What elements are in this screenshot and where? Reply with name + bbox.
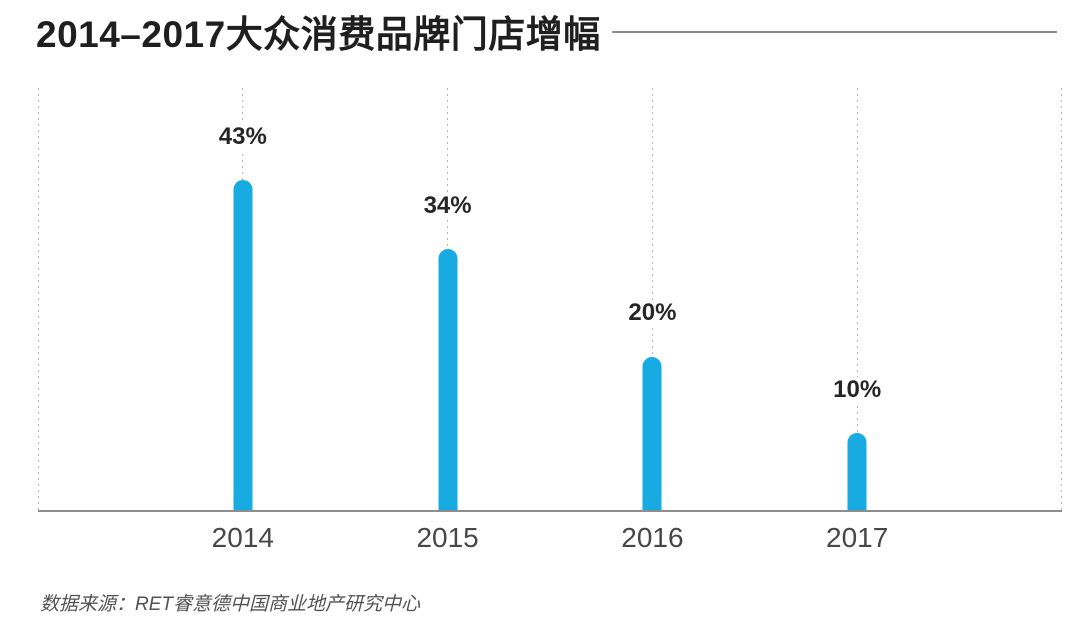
plot-left-edge-line bbox=[38, 88, 39, 510]
plot-area: 43% 34% 20% 10% bbox=[38, 88, 1062, 512]
bar-2017 bbox=[847, 433, 867, 510]
source-note: 数据来源：RET睿意德中国商业地产研究中心 bbox=[40, 594, 421, 615]
bar-value-label: 10% bbox=[828, 376, 887, 404]
gridline-2016 bbox=[651, 88, 653, 510]
x-tick-2016: 2016 bbox=[621, 522, 684, 553]
plot-right-edge-line bbox=[1061, 88, 1062, 510]
gridline-2017 bbox=[856, 88, 858, 510]
bar-value-label: 20% bbox=[623, 299, 682, 327]
page-title: 2014–2017大众消费品牌门店增幅 bbox=[36, 14, 601, 55]
bar-2014 bbox=[233, 180, 253, 510]
bar-2015 bbox=[438, 249, 458, 510]
x-tick-2015: 2015 bbox=[416, 522, 479, 553]
x-axis: 2014 2015 2016 2017 bbox=[38, 521, 1062, 565]
x-tick-2017: 2017 bbox=[826, 522, 889, 553]
bar-value-label: 34% bbox=[418, 192, 477, 220]
bar-2016 bbox=[642, 356, 662, 510]
title-rule-line bbox=[612, 31, 1057, 33]
x-tick-2014: 2014 bbox=[211, 522, 274, 553]
bar-value-label: 43% bbox=[213, 123, 272, 151]
